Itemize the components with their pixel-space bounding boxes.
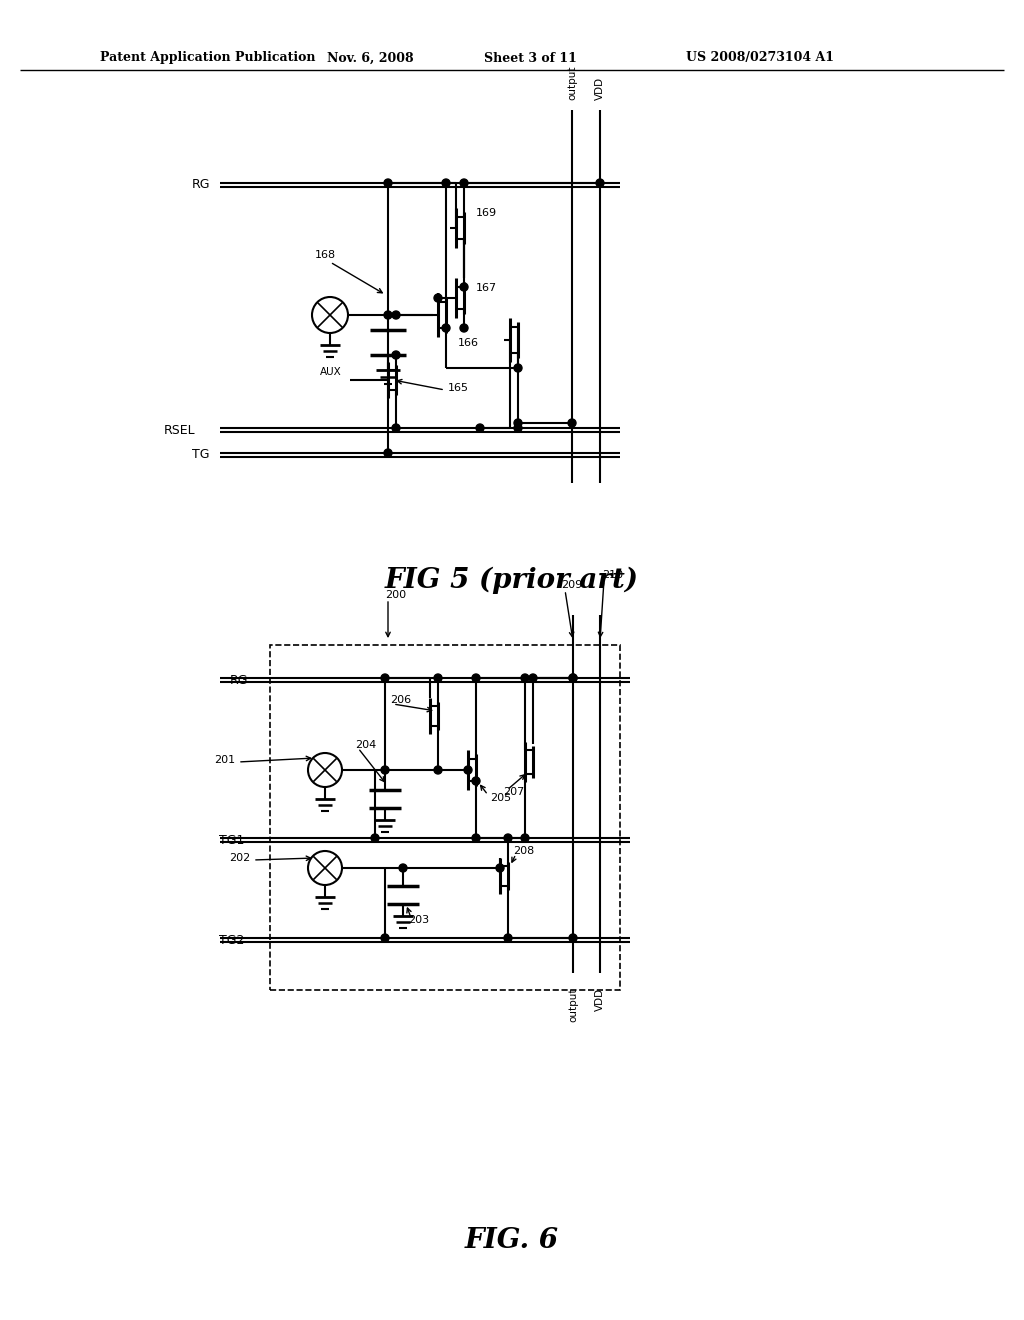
Circle shape [569,675,577,682]
Text: RSEL: RSEL [164,424,195,437]
Text: RG: RG [229,673,248,686]
Text: AUX: AUX [321,367,342,378]
Text: RG: RG [191,178,210,191]
Circle shape [476,424,484,432]
Text: FIG. 6: FIG. 6 [465,1226,559,1254]
Circle shape [568,418,575,426]
Circle shape [381,675,389,682]
Circle shape [569,935,577,942]
Text: 169: 169 [476,209,497,218]
Circle shape [460,323,468,333]
Text: 208: 208 [513,846,535,855]
Circle shape [399,865,407,873]
Text: 165: 165 [449,383,469,393]
Text: 209: 209 [561,579,583,590]
Text: TG: TG [193,449,210,462]
Circle shape [514,418,522,426]
Text: output: output [568,987,578,1023]
Text: VDD: VDD [595,987,605,1011]
Circle shape [596,180,604,187]
Circle shape [464,766,472,774]
Circle shape [521,834,529,842]
Circle shape [504,935,512,942]
Circle shape [434,675,442,682]
Circle shape [434,294,442,302]
Text: 206: 206 [390,696,411,705]
Circle shape [460,180,468,187]
Text: TG1: TG1 [219,833,244,846]
Circle shape [381,766,389,774]
Circle shape [460,282,468,290]
Text: 168: 168 [315,249,336,260]
Circle shape [392,312,400,319]
Circle shape [442,323,450,333]
Circle shape [514,364,522,372]
Circle shape [384,449,392,457]
Text: 200: 200 [385,590,407,601]
Text: 207: 207 [503,787,524,797]
Circle shape [434,766,442,774]
Text: Patent Application Publication: Patent Application Publication [100,51,315,65]
Text: Sheet 3 of 11: Sheet 3 of 11 [483,51,577,65]
Circle shape [384,180,392,187]
Text: 203: 203 [408,915,429,925]
Text: Nov. 6, 2008: Nov. 6, 2008 [327,51,414,65]
Text: 201: 201 [214,755,234,766]
Text: 202: 202 [228,853,250,863]
Circle shape [371,834,379,842]
Text: 210: 210 [602,570,624,579]
Circle shape [442,180,450,187]
Text: US 2008/0273104 A1: US 2008/0273104 A1 [686,51,834,65]
Text: output: output [567,66,577,100]
Circle shape [472,675,480,682]
Bar [270,645,620,990]
Circle shape [569,675,577,682]
Circle shape [521,675,529,682]
Circle shape [472,777,480,785]
Circle shape [496,865,504,873]
Circle shape [381,935,389,942]
Circle shape [514,424,522,432]
Text: VDD: VDD [595,77,605,100]
Circle shape [392,424,400,432]
Text: FIG 5 (prior art): FIG 5 (prior art) [385,566,639,594]
Circle shape [529,675,537,682]
Text: 204: 204 [355,741,376,750]
Circle shape [392,351,400,359]
Text: 205: 205 [490,793,511,803]
Circle shape [384,312,392,319]
Text: 166: 166 [458,338,479,348]
Circle shape [472,834,480,842]
Text: 167: 167 [476,282,497,293]
Circle shape [504,834,512,842]
Text: TG2: TG2 [219,933,244,946]
